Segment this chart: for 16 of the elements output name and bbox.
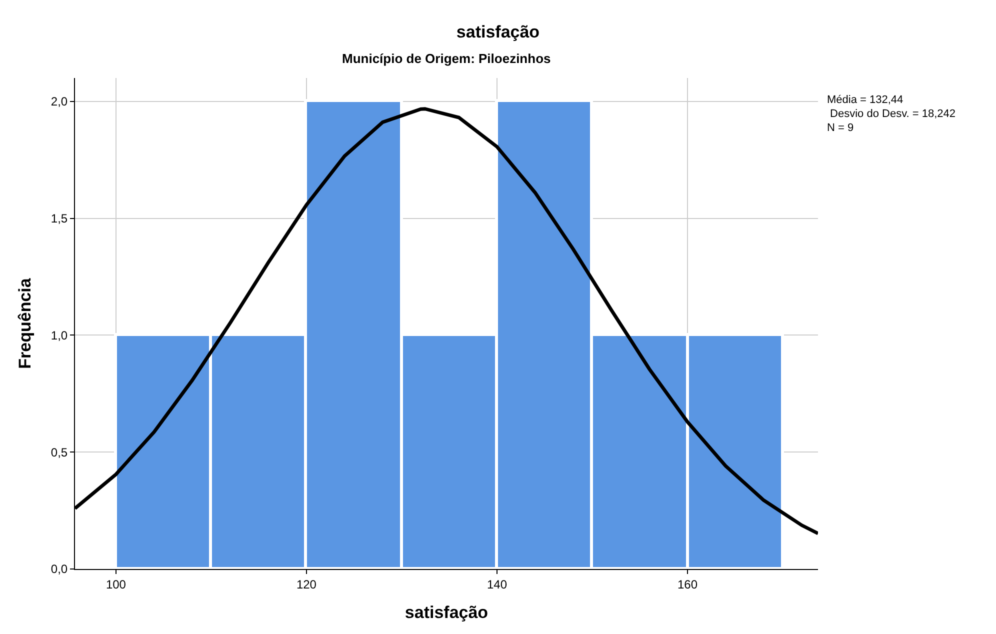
text: Desvio do Desv. = 18,242 bbox=[827, 108, 956, 120]
y-tick-label: 0,5 bbox=[50, 445, 68, 460]
y-tick-label: 0,0 bbox=[50, 562, 68, 576]
x-tick-label: 140 bbox=[486, 577, 508, 592]
chart-title: satisfação bbox=[456, 22, 540, 42]
y-tick-label: 2,0 bbox=[50, 94, 68, 109]
text: Média = 132,44 bbox=[827, 94, 904, 106]
text: N = 9 bbox=[827, 122, 854, 134]
chart-subtitle: Município de Origem: Piloezinhos bbox=[342, 51, 551, 66]
x-tick-label: 120 bbox=[296, 577, 317, 592]
x-axis-title: satisfação bbox=[404, 602, 488, 622]
x-tick-label: 100 bbox=[106, 577, 126, 592]
y-tick-label: 1,0 bbox=[50, 328, 68, 342]
y-tick-label: 1,5 bbox=[50, 211, 68, 226]
y-axis-title: Frequência bbox=[15, 278, 34, 369]
x-tick-label: 160 bbox=[677, 577, 698, 592]
